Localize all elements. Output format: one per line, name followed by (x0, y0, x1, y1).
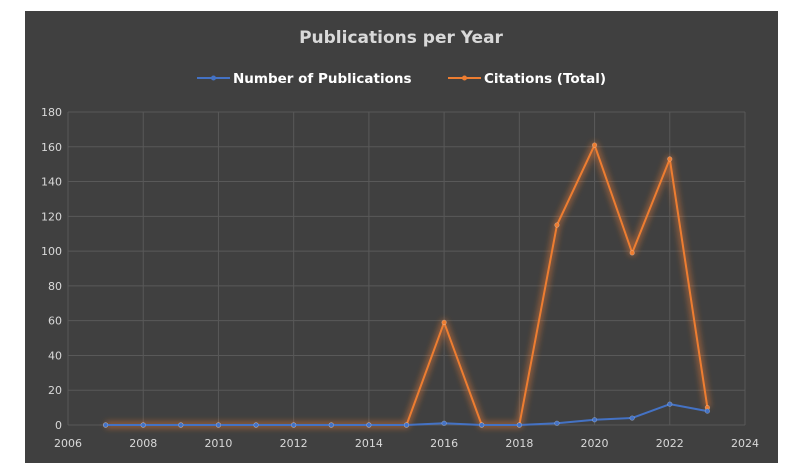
y-tick-label: 40 (48, 349, 62, 362)
x-tick-label: 2014 (355, 437, 383, 450)
chart-title: Publications per Year (299, 28, 503, 48)
y-tick-label: 60 (48, 315, 62, 328)
series-line-citations (105, 144, 709, 426)
x-tick-label: 2020 (581, 437, 609, 450)
data-point-publications (667, 401, 673, 407)
data-point-publications (328, 422, 334, 428)
chart-svg: Publications per Year Number of Publicat… (41, 28, 759, 450)
x-tick-label: 2008 (129, 437, 157, 450)
series-citations (103, 141, 711, 429)
y-tick-label: 160 (41, 141, 62, 154)
x-tick-label: 2010 (204, 437, 232, 450)
data-point-publications (704, 408, 710, 414)
data-point-citations (667, 156, 673, 162)
data-point-publications (178, 422, 184, 428)
grid (67, 111, 746, 426)
y-tick-label: 80 (48, 280, 62, 293)
x-tick-label: 2016 (430, 437, 458, 450)
data-point-publications (253, 422, 259, 428)
data-point-publications (403, 422, 410, 428)
legend-label-citations: Citations (Total) (484, 71, 606, 87)
data-point-citations (554, 222, 560, 228)
x-tick-label: 2018 (505, 437, 533, 450)
y-tick-label: 0 (55, 419, 62, 432)
data-point-citations (629, 250, 635, 256)
data-point-publications (140, 422, 146, 428)
data-point-publications (629, 415, 635, 421)
series-publications (103, 401, 710, 428)
y-tick-label: 140 (41, 176, 62, 189)
y-tick-label: 120 (41, 210, 62, 223)
legend-label-publications: Number of Publications (233, 71, 412, 87)
x-tick-label: 2024 (731, 437, 759, 450)
series-group (103, 141, 711, 429)
data-point-publications (215, 422, 222, 428)
data-point-publications (366, 422, 372, 428)
y-tick-label: 100 (41, 245, 62, 258)
data-point-publications (291, 422, 297, 428)
data-point-publications (591, 417, 598, 423)
legend-marker-publications (211, 75, 216, 81)
x-axis-ticks: 2006 2008 2010 2012 2014 2016 2018 2020 2022 2024 (54, 437, 759, 450)
x-tick-label: 2012 (280, 437, 308, 450)
legend-entry-publications: Number of Publications (197, 71, 412, 87)
legend-marker-citations (462, 75, 467, 81)
y-axis-ticks: 0 20 40 60 80 100 120 140 160 180 (41, 106, 62, 432)
chart-frame: Publications per Year Number of Publicat… (25, 11, 778, 463)
x-tick-label: 2006 (54, 437, 82, 450)
series-glow-citations (105, 141, 711, 429)
data-point-citations (591, 142, 598, 148)
data-point-publications (103, 422, 109, 428)
y-tick-label: 180 (41, 106, 62, 119)
y-tick-label: 20 (48, 384, 62, 397)
data-point-publications (516, 422, 522, 428)
data-point-publications (479, 422, 485, 428)
data-point-publications (441, 420, 447, 426)
legend-entry-citations: Citations (Total) (448, 71, 606, 87)
data-point-citations (441, 319, 447, 326)
data-point-publications (554, 420, 560, 426)
legend: Number of Publications Citations (Total) (197, 71, 606, 87)
x-tick-label: 2022 (656, 437, 684, 450)
